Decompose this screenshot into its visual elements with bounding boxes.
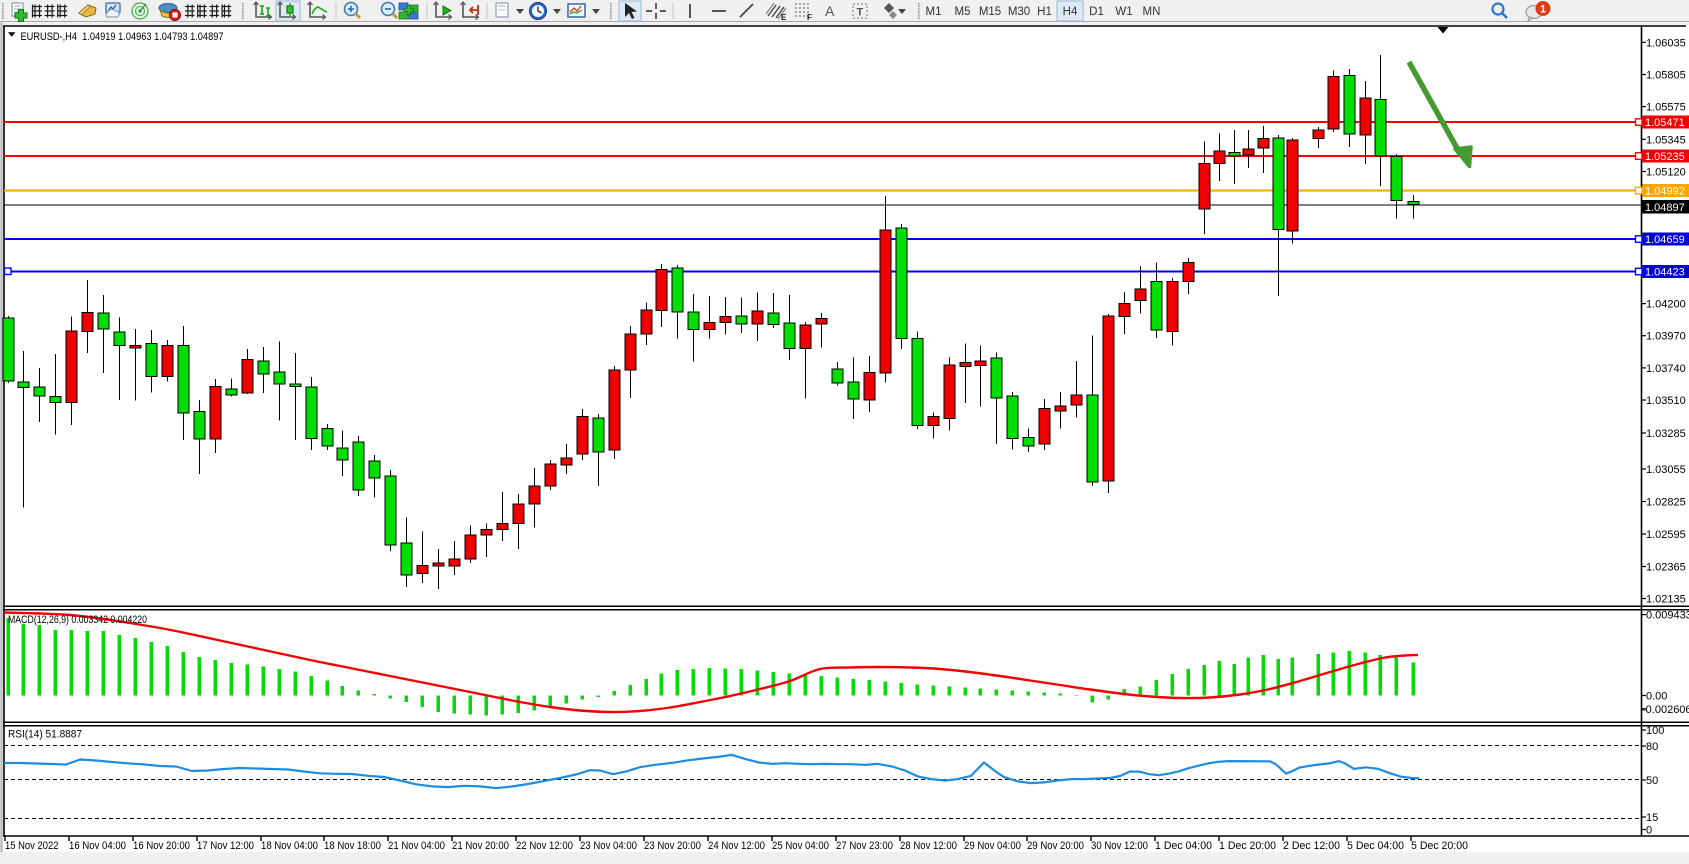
svg-text:1.04897: 1.04897 (1645, 202, 1685, 214)
svg-text:MACD(12,26,9) 0.003342 0.00422: MACD(12,26,9) 0.003342 0.004220 (8, 614, 147, 626)
svg-text:15 Nov 2022: 15 Nov 2022 (5, 840, 59, 852)
svg-text:25 Nov 04:00: 25 Nov 04:00 (772, 840, 829, 852)
svg-text:80: 80 (1646, 741, 1658, 753)
svg-text:0.00: 0.00 (1646, 691, 1667, 703)
svg-text:1.02825: 1.02825 (1646, 497, 1686, 509)
svg-text:1.05345: 1.05345 (1646, 134, 1686, 146)
svg-text:0: 0 (1646, 825, 1652, 837)
svg-text:1.04200: 1.04200 (1646, 299, 1686, 311)
svg-text:1.05471: 1.05471 (1645, 117, 1685, 129)
svg-text:1.05235: 1.05235 (1645, 151, 1685, 163)
svg-text:1.04423: 1.04423 (1645, 267, 1685, 279)
svg-text:F: F (807, 13, 812, 22)
svg-text:21 Nov 20:00: 21 Nov 20:00 (452, 840, 509, 852)
svg-text:1 Dec 20:00: 1 Dec 20:00 (1219, 840, 1276, 852)
svg-text:1.03970: 1.03970 (1646, 331, 1686, 343)
svg-text:22 Nov 12:00: 22 Nov 12:00 (516, 840, 573, 852)
svg-text:1.03285: 1.03285 (1646, 428, 1686, 440)
svg-text:M1: M1 (926, 6, 942, 18)
svg-text:EURUSD-,H4 1.04919 1.04963 1.: EURUSD-,H4 1.04919 1.04963 1.04793 1.048… (21, 31, 224, 43)
svg-text:T: T (857, 7, 864, 19)
svg-text:23 Nov 20:00: 23 Nov 20:00 (644, 840, 701, 852)
svg-text:1.05575: 1.05575 (1646, 102, 1686, 114)
svg-text:1.05120: 1.05120 (1646, 167, 1686, 179)
svg-text:2 Dec 12:00: 2 Dec 12:00 (1283, 840, 1340, 852)
svg-text:5 Dec 20:00: 5 Dec 20:00 (1411, 840, 1468, 852)
svg-text:-0.002606: -0.002606 (1642, 704, 1689, 716)
svg-text:27 Nov 23:00: 27 Nov 23:00 (836, 840, 893, 852)
svg-text:29 Nov 20:00: 29 Nov 20:00 (1027, 840, 1084, 852)
svg-text:E: E (781, 13, 787, 22)
svg-text:1.02595: 1.02595 (1646, 529, 1686, 541)
svg-text:18 Nov 04:00: 18 Nov 04:00 (261, 840, 318, 852)
svg-text:H1: H1 (1037, 6, 1052, 18)
svg-text:1 Dec 04:00: 1 Dec 04:00 (1155, 840, 1212, 852)
svg-text:D1: D1 (1089, 6, 1104, 18)
svg-text:16 Nov 20:00: 16 Nov 20:00 (133, 840, 190, 852)
svg-text:1.06035: 1.06035 (1646, 37, 1686, 49)
svg-text:0.009433: 0.009433 (1646, 610, 1689, 622)
svg-text:29 Nov 04:00: 29 Nov 04:00 (964, 840, 1021, 852)
svg-text:1.04992: 1.04992 (1645, 186, 1685, 198)
svg-text:W1: W1 (1115, 6, 1132, 18)
svg-text:16 Nov 04:00: 16 Nov 04:00 (69, 840, 126, 852)
svg-text:1.04659: 1.04659 (1645, 234, 1685, 246)
svg-text:1: 1 (1540, 4, 1546, 16)
svg-text:1.03055: 1.03055 (1646, 464, 1686, 476)
svg-text:1.02135: 1.02135 (1646, 594, 1686, 606)
svg-text:50: 50 (1646, 775, 1658, 787)
svg-text:M15: M15 (979, 6, 1001, 18)
svg-text:1.03510: 1.03510 (1646, 395, 1686, 407)
svg-text:30 Nov 12:00: 30 Nov 12:00 (1091, 840, 1148, 852)
svg-text:1.02365: 1.02365 (1646, 562, 1686, 574)
svg-text:M30: M30 (1008, 6, 1030, 18)
svg-text:MN: MN (1143, 6, 1161, 18)
svg-text:A: A (825, 3, 835, 19)
svg-text:1.05805: 1.05805 (1646, 70, 1686, 82)
svg-text:1.03740: 1.03740 (1646, 363, 1686, 375)
svg-text:21 Nov 04:00: 21 Nov 04:00 (388, 840, 445, 852)
svg-text:28 Nov 12:00: 28 Nov 12:00 (900, 840, 957, 852)
svg-text:24 Nov 12:00: 24 Nov 12:00 (708, 840, 765, 852)
svg-text:100: 100 (1646, 725, 1664, 737)
svg-text:15: 15 (1646, 812, 1658, 824)
svg-text:RSI(14) 51.8887: RSI(14) 51.8887 (8, 729, 82, 741)
svg-text:5 Dec 04:00: 5 Dec 04:00 (1347, 840, 1404, 852)
svg-text:M5: M5 (955, 6, 971, 18)
svg-text:18 Nov 18:00: 18 Nov 18:00 (324, 840, 381, 852)
svg-text:17 Nov 12:00: 17 Nov 12:00 (197, 840, 254, 852)
svg-text:H4: H4 (1063, 6, 1078, 18)
svg-text:23 Nov 04:00: 23 Nov 04:00 (580, 840, 637, 852)
